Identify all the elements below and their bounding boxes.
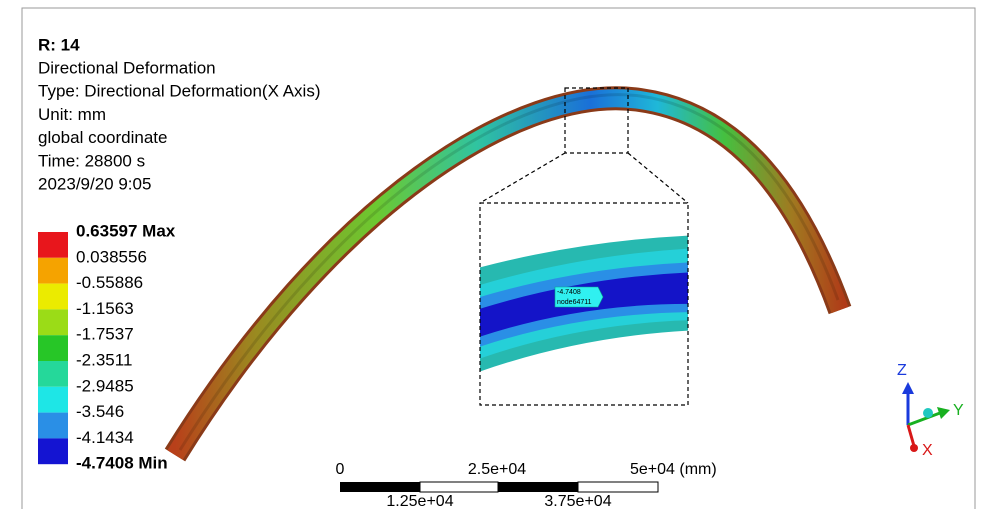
legend-swatch	[38, 257, 68, 284]
legend-swatch	[38, 438, 68, 465]
legend-swatch	[38, 283, 68, 310]
probe-node: node64711	[557, 299, 592, 306]
axis-z: Z	[897, 362, 907, 379]
zoom-guides	[479, 87, 689, 204]
legend-swatch	[38, 335, 68, 361]
header-line: 2023/9/20 9:05	[38, 174, 151, 193]
legend-label: 0.038556	[76, 247, 147, 266]
legend-label: -0.55886	[76, 273, 143, 292]
probe-value: -4.7408	[557, 289, 581, 296]
result-title: R: 14	[38, 35, 80, 54]
header-line: Type: Directional Deformation(X Axis)	[38, 82, 321, 101]
legend-label: -3.546	[76, 402, 124, 421]
scale-bar	[340, 481, 659, 493]
legend-swatch	[38, 309, 68, 336]
frame	[21, 7, 976, 509]
header-line: global coordinate	[38, 128, 167, 147]
header-line: Directional Deformation	[38, 58, 216, 77]
legend-label: -4.1434	[76, 428, 134, 447]
header-line: Unit: mm	[38, 105, 106, 124]
legend-swatch	[38, 361, 68, 387]
legend-swatch	[38, 412, 68, 439]
legend-label: -2.9485	[76, 376, 134, 395]
axis-x: X	[922, 442, 933, 459]
probe-tag	[554, 286, 604, 308]
triad	[902, 382, 950, 452]
scale-label: 3.75e+04	[544, 493, 611, 509]
legend-label: -1.7537	[76, 325, 134, 344]
legend-label: -1.1563	[76, 299, 134, 318]
scale-label: 0	[336, 461, 345, 478]
header-line: Time: 28800 s	[38, 151, 145, 170]
scale-label: 5e+04 (mm)	[630, 461, 717, 478]
legend-label: -2.3511	[76, 350, 132, 369]
legend-label: -4.7408 Min	[76, 454, 168, 473]
legend-swatch	[38, 232, 68, 258]
scale-label: 1.25e+04	[386, 493, 453, 509]
zoom-box	[479, 202, 689, 406]
axis-y: Y	[953, 402, 964, 419]
beam	[167, 89, 849, 460]
legend-label: 0.63597 Max	[76, 221, 176, 240]
beam-line	[178, 93, 840, 451]
scale-label: 2.5e+04	[468, 461, 526, 478]
legend-swatch	[38, 386, 68, 413]
